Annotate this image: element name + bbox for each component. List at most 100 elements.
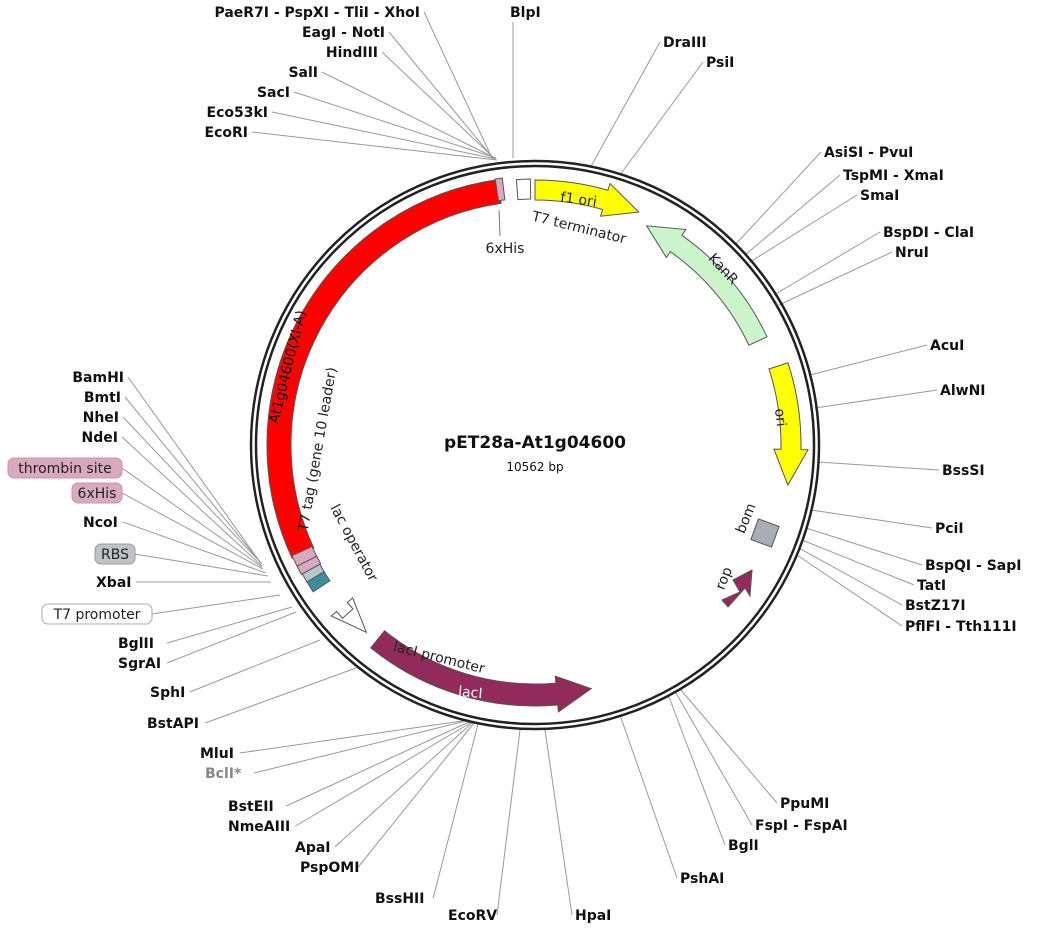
enzyme-site-label[interactable]: AlwNI [940, 383, 986, 399]
enzyme-leader-line [805, 527, 923, 566]
enzyme-site-label[interactable]: BamHI [72, 370, 124, 386]
enzyme-site-label[interactable]: EcoRI [205, 125, 248, 141]
enzyme-leader-line [334, 721, 474, 848]
enzyme-leader-line [253, 719, 471, 774]
enzyme-site-label[interactable]: NheI [83, 410, 119, 426]
enzyme-site-label[interactable]: ApaI [295, 840, 331, 856]
his-n-feature [296, 555, 322, 576]
enzyme-site-label[interactable]: NruI [895, 245, 929, 261]
enzyme-site-label[interactable]: SalI [288, 65, 318, 81]
enzyme-leader-lines [121, 11, 940, 916]
plasmid-name: pET28a-At1g04600 [444, 433, 626, 453]
enzyme-site-label[interactable]: BmtI [84, 390, 121, 406]
enzyme-site-label[interactable]: PshAI [680, 871, 724, 887]
enzyme-leader-line [680, 689, 778, 804]
enzyme-site-label[interactable]: HindIII [326, 45, 378, 61]
enzyme-leader-line [773, 231, 881, 296]
laci-feature [370, 630, 593, 713]
enzyme-leader-line [778, 251, 893, 306]
enzyme-site-label[interactable]: NdeI [82, 430, 118, 446]
enzyme-site-label[interactable]: AsiSI - PvuI [824, 145, 913, 161]
enzyme-site-label[interactable]: PspOMI [300, 860, 359, 876]
feature-label-f1_ori: f1 ori [559, 190, 597, 211]
his-label-line [498, 209, 501, 237]
enzyme-leader-line [321, 71, 496, 159]
enzyme-site-label[interactable]: NmeAIII [228, 819, 290, 835]
feature-label-lac_operator: lac operator [327, 502, 381, 585]
enzyme-site-label[interactable]: BstAPI [147, 716, 199, 732]
enzyme-site-label[interactable]: PaeR7I - PspXI - TliI - XhoI [214, 5, 420, 21]
enzyme-leader-line [675, 692, 753, 826]
enzyme-leader-line [239, 719, 470, 754]
feature-label-box [41, 603, 153, 625]
enzyme-site-label[interactable]: Eco53kI [207, 105, 268, 121]
enzyme-site-label[interactable]: NcoI [83, 515, 118, 531]
feature-label-laci: lacI [458, 684, 484, 702]
feature-label-his_top: 6xHis [486, 241, 525, 257]
enzyme-site-label[interactable]: PciI [935, 521, 964, 537]
enzyme-leader-line [749, 194, 858, 263]
enzyme-site-label[interactable]: FspI - FspAI [755, 818, 848, 834]
his-tag-feature [494, 177, 506, 202]
enzyme-site-label[interactable]: DraIII [663, 35, 707, 51]
enzyme-site-label[interactable]: PpuMI [780, 796, 829, 812]
enzyme-site-label[interactable]: AcuI [930, 338, 964, 354]
enzyme-site-label[interactable]: MluI [200, 746, 234, 762]
enzyme-leader-line [798, 547, 903, 606]
feature-leader-line [121, 492, 264, 570]
enzyme-site-label[interactable]: EcoRV [448, 908, 497, 924]
enzyme-site-label[interactable]: HpaI [575, 908, 611, 924]
enzyme-leader-line [814, 389, 938, 409]
feature-label-ori: ori [771, 408, 789, 428]
rop-feature [721, 569, 753, 608]
enzyme-site-label[interactable]: BssSI [942, 463, 985, 479]
enzyme-site-label[interactable]: BclI* [205, 766, 242, 782]
enzyme-site-label[interactable]: BspDI - ClaI [883, 225, 974, 241]
enzyme-leader-line [432, 723, 479, 899]
f1-ori-feature [534, 179, 640, 217]
enzyme-site-label[interactable]: EagI - NotI [302, 25, 385, 41]
enzyme-site-label[interactable]: BstZ17I [905, 598, 966, 614]
feature-leader-line [151, 594, 281, 615]
feature-label[interactable]: 6xHis [78, 486, 117, 502]
enzyme-leader-line [166, 611, 297, 664]
enzyme-site-label[interactable]: SmaI [860, 188, 899, 204]
t7-tag-feature [301, 563, 325, 583]
enzyme-leader-line [381, 51, 495, 159]
enzyme-leader-line [796, 554, 903, 627]
feature-label[interactable]: T7 promoter [53, 607, 141, 623]
enzyme-leader-line [166, 606, 293, 644]
enzyme-site-label[interactable]: BstEII [228, 799, 274, 815]
enzyme-leader-line [189, 639, 321, 693]
enzyme-leader-line [801, 539, 915, 586]
enzyme-site-label[interactable]: TatI [917, 578, 946, 594]
feature-label[interactable]: RBS [101, 547, 129, 563]
enzyme-leader-line [124, 396, 262, 564]
enzyme-leader-line [357, 722, 475, 868]
feature-label[interactable]: thrombin site [18, 461, 111, 477]
enzyme-site-label[interactable]: PflFI - Tth111I [905, 619, 1017, 635]
enzyme-site-label[interactable]: BssHII [375, 891, 424, 907]
enzyme-site-label[interactable]: PsiI [706, 55, 734, 71]
enzyme-leader-line [295, 721, 473, 827]
enzyme-site-label[interactable]: TspMI - XmaI [843, 168, 944, 184]
backbone-outer [249, 159, 821, 731]
enzyme-site-label[interactable]: SacI [257, 85, 290, 101]
ori-feature [768, 362, 809, 487]
enzyme-site-label[interactable]: BglI [728, 838, 759, 854]
enzyme-leader-line [734, 151, 822, 246]
enzyme-site-label[interactable]: BglII [118, 636, 154, 652]
enzyme-leader-line [127, 376, 261, 563]
enzyme-site-label[interactable]: SphI [150, 685, 185, 701]
enzyme-site-label[interactable]: BlpI [510, 5, 541, 21]
enzyme-leader-line [810, 509, 933, 529]
enzyme-leader-line [293, 91, 497, 159]
plasmid-length: 10562 bp [506, 460, 563, 474]
enzyme-site-label[interactable]: SgrAI [118, 656, 161, 672]
enzyme-site-label[interactable]: XbaI [96, 575, 131, 591]
enzyme-leader-line [589, 41, 661, 169]
enzyme-leader-line [251, 131, 498, 161]
enzyme-site-label[interactable]: BspQI - SapI [925, 558, 1021, 574]
feature-leader-line [121, 467, 263, 568]
enzyme-leader-line [205, 667, 357, 724]
